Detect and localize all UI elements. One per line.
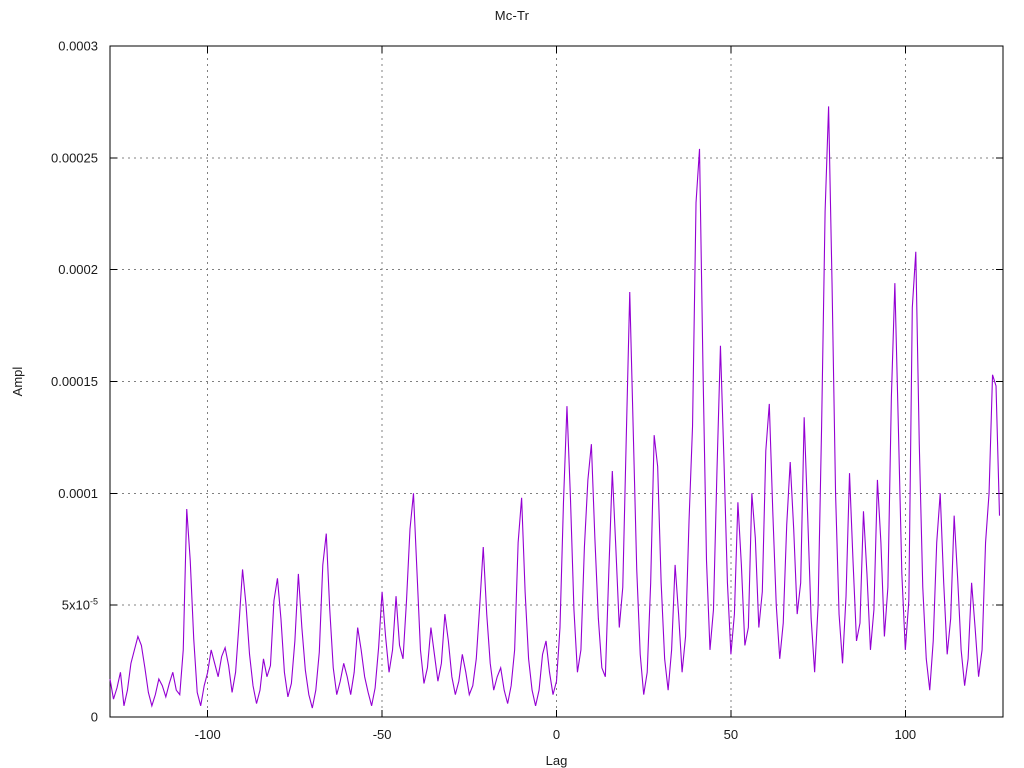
x-tick-label: 0 <box>553 727 560 742</box>
series-mc-tr <box>109 106 1001 709</box>
gridlines <box>110 46 1003 717</box>
y-tick-label: 0 <box>91 710 98 725</box>
axis-ticks <box>110 45 1003 718</box>
y-tick-label: 5x10-5 <box>62 597 98 613</box>
y-tick-label: 0.0002 <box>58 262 98 277</box>
axis-titles: Lag Ampl <box>10 367 567 768</box>
x-tick-label: 100 <box>894 727 916 742</box>
x-axis-title: Lag <box>546 753 568 768</box>
axis-tick-labels: 0 5x10-5 0.0001 0.00015 0.0002 0.00025 0.0003 -… <box>51 39 916 743</box>
y-tick-label: 0.00025 <box>51 150 98 165</box>
x-tick-label: -100 <box>195 727 221 742</box>
x-tick-label: 50 <box>724 727 738 742</box>
y-tick-label: 0.0003 <box>58 39 98 54</box>
x-tick-label: -50 <box>373 727 392 742</box>
y-axis-title: Ampl <box>10 367 25 397</box>
y-tick-label: 0.00015 <box>51 374 98 389</box>
data-series-line <box>109 106 1001 709</box>
y-tick-label: 0.0001 <box>58 486 98 501</box>
chart-title: Mc-Tr <box>494 8 530 23</box>
